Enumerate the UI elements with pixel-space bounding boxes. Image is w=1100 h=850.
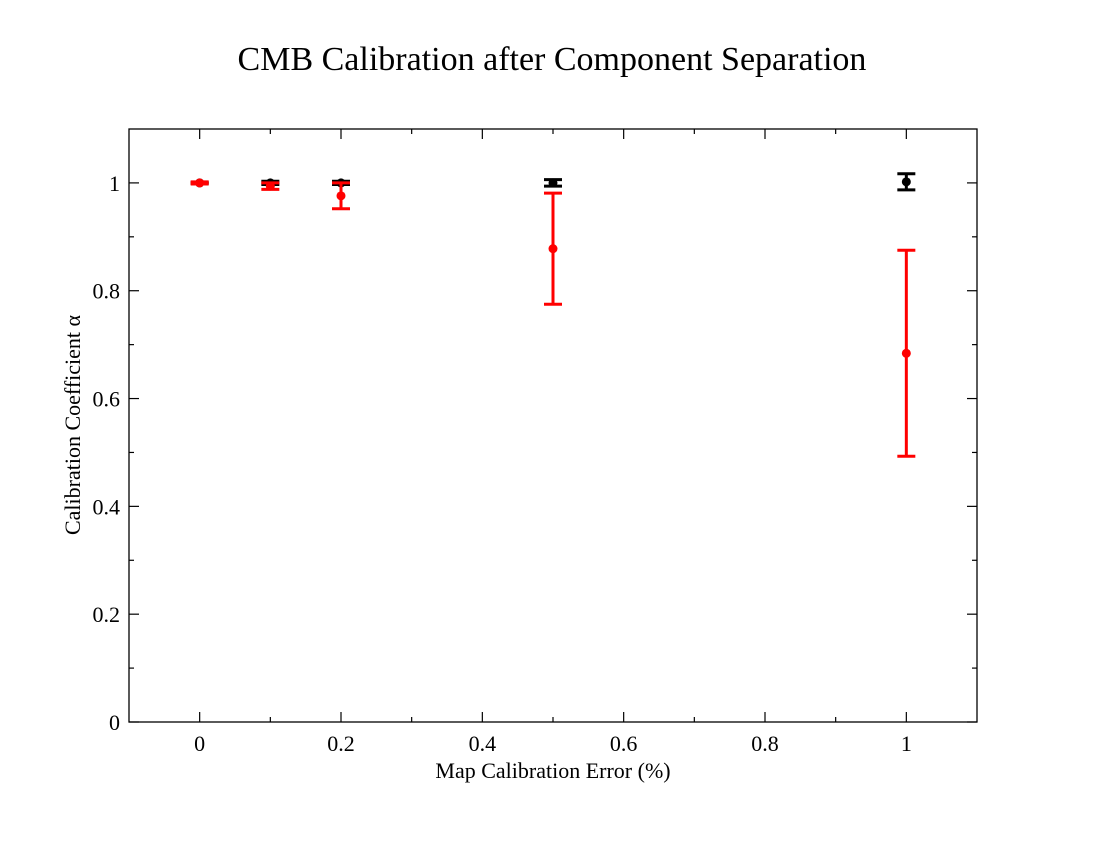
x-tick-label: 0 (194, 731, 205, 756)
y-tick-label: 0 (109, 710, 120, 735)
y-tick-label: 1 (109, 171, 120, 196)
y-tick-label: 0.4 (93, 494, 121, 519)
data-point (901, 177, 911, 187)
axis-ticks (129, 129, 977, 723)
data-point (548, 244, 558, 254)
y-axis-label: Calibration Coefficient α (60, 315, 85, 536)
y-tick-labels: 0 0.2 0.4 0.6 0.8 1 (93, 171, 121, 735)
series-red (190, 178, 916, 458)
data-point (548, 178, 558, 188)
x-tick-label: 1 (901, 731, 912, 756)
x-tick-label: 0.2 (327, 731, 355, 756)
y-tick-label: 0.2 (93, 602, 121, 627)
x-tick-label: 0.6 (610, 731, 638, 756)
data-point (901, 348, 911, 358)
x-tick-label: 0.8 (751, 731, 779, 756)
data-point (265, 181, 275, 191)
data-series (190, 172, 916, 458)
chart-title: CMB Calibration after Component Separati… (238, 41, 867, 78)
y-tick-label: 0.8 (93, 279, 121, 304)
data-point (336, 191, 346, 201)
y-tick-label: 0.6 (93, 387, 121, 412)
x-axis-label: Map Calibration Error (%) (435, 758, 670, 783)
data-point (195, 178, 205, 188)
x-tick-labels: 0 0.2 0.4 0.6 0.8 1 (194, 731, 912, 756)
x-tick-label: 0.4 (469, 731, 497, 756)
